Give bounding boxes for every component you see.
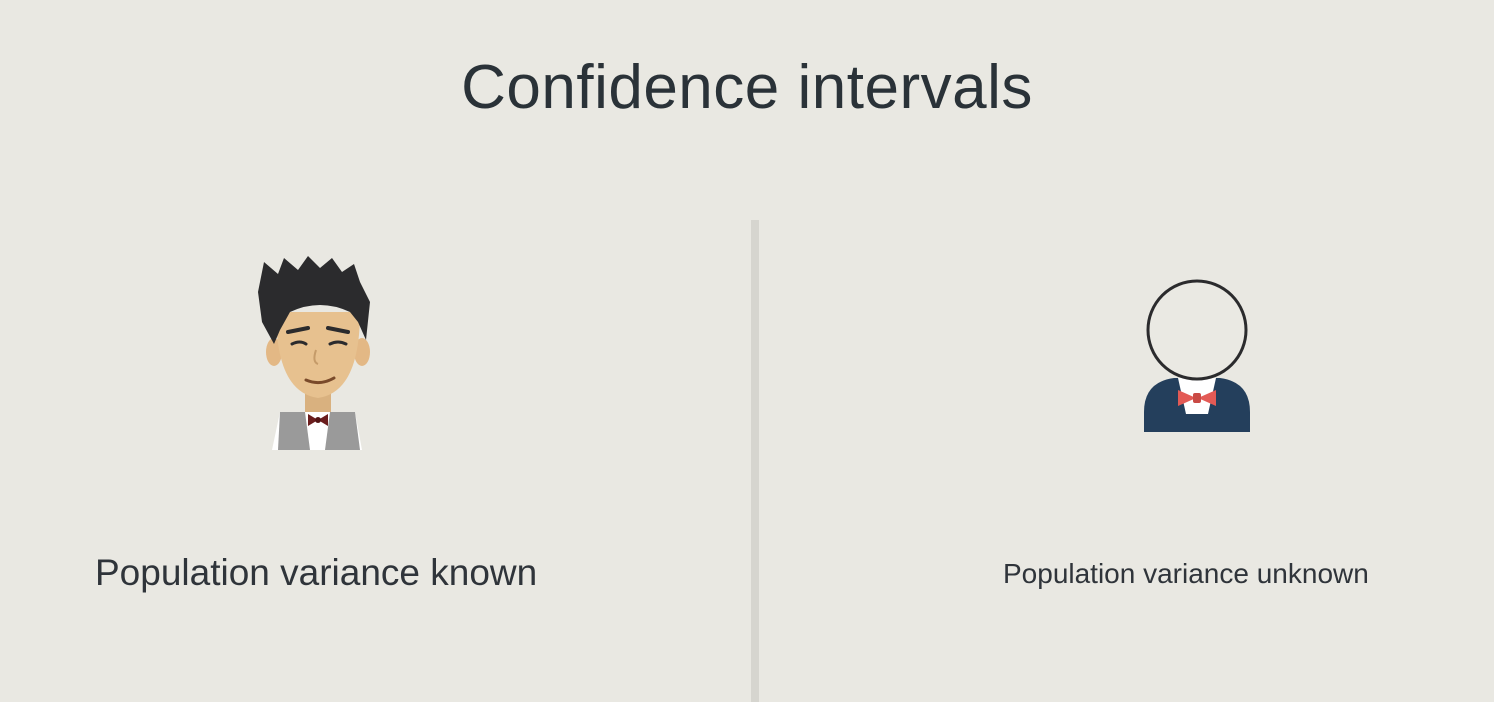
population-variance-known-label: Population variance known bbox=[95, 552, 538, 593]
vertical-divider bbox=[751, 220, 759, 702]
population-variance-unknown-label: Population variance unknown bbox=[1003, 558, 1369, 589]
person-with-bowtie-icon bbox=[250, 252, 385, 457]
slide-title: Confidence intervals bbox=[461, 53, 1033, 122]
unknown-person-with-bowtie-icon bbox=[1138, 274, 1256, 436]
